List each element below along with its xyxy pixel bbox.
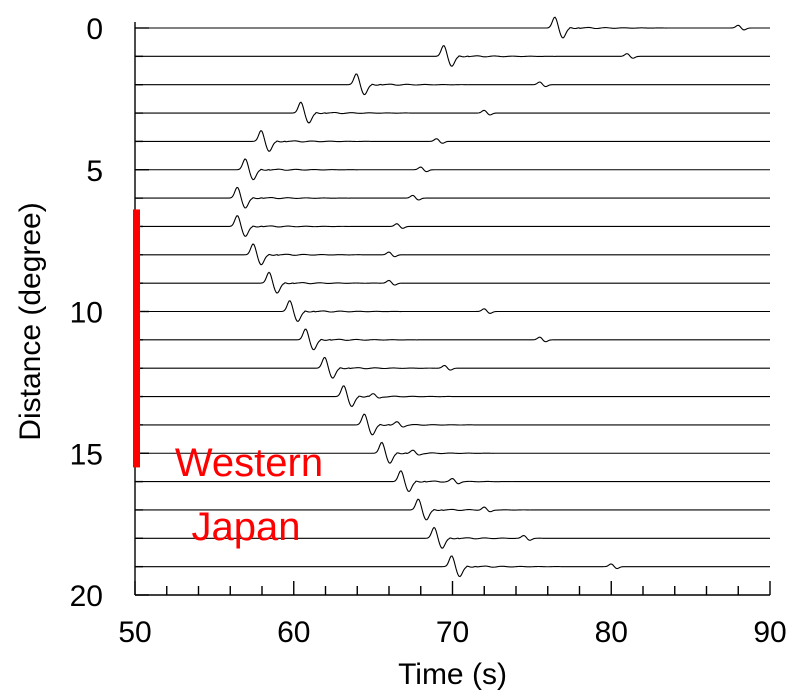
seismogram-trace: [135, 526, 770, 549]
x-tick-label: 60: [277, 616, 310, 649]
x-tick-labels: 50 60 70 80 90: [118, 616, 786, 649]
y-tick-labels: 0 5 10 15 20: [70, 13, 103, 613]
x-tick-label: 50: [118, 616, 151, 649]
x-tick-label: 80: [595, 616, 628, 649]
y-tick-label: 10: [70, 297, 103, 330]
seismogram-trace: [135, 44, 770, 67]
seismogram-trace: [135, 498, 770, 521]
seismogram-trace: [135, 470, 770, 493]
seismogram-trace: [135, 186, 770, 209]
seismogram-trace: [135, 385, 770, 408]
seismogram-trace: [135, 243, 770, 266]
seismogram-trace: [135, 300, 770, 323]
seismogram-trace: [135, 441, 770, 464]
x-ticks: [134, 581, 771, 595]
seismogram-trace: [135, 129, 770, 152]
western-japan-highlight-bar: [133, 209, 140, 468]
seismogram-trace: [135, 271, 770, 294]
seismogram-trace: [135, 328, 770, 351]
y-axis-title: Distance (degree): [14, 202, 47, 440]
x-tick-label: 90: [753, 616, 786, 649]
y-tick-label: 15: [70, 438, 103, 471]
seismogram-trace: [135, 101, 770, 124]
seismogram-trace: [135, 356, 770, 379]
seismogram-trace: [135, 16, 770, 39]
seismogram-traces: [135, 16, 770, 578]
seismogram-trace: [135, 413, 770, 436]
western-japan-label-line2: Japan: [192, 505, 301, 549]
y-tick-label: 0: [86, 13, 103, 46]
x-tick-label: 70: [436, 616, 469, 649]
seismogram-trace: [135, 158, 770, 181]
y-tick-label: 5: [86, 155, 103, 188]
seismogram-trace: [135, 215, 770, 237]
y-tick-label: 20: [70, 580, 103, 613]
seismogram-trace: [135, 555, 770, 578]
x-axis-title: Time (s): [398, 658, 507, 691]
seismogram-trace: [135, 73, 770, 96]
western-japan-label-line1: Western: [175, 441, 323, 485]
